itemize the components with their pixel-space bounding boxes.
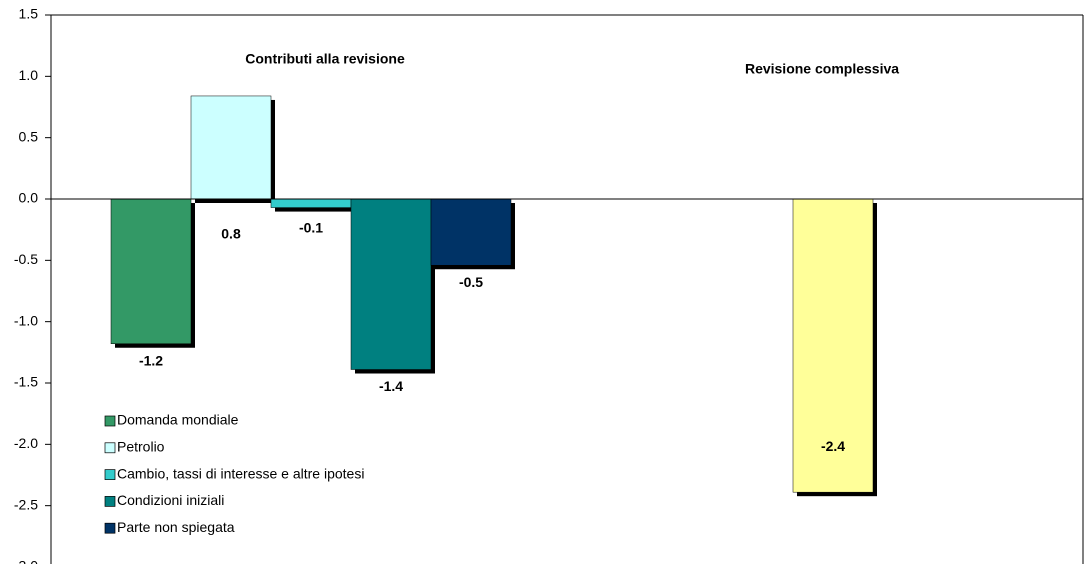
bar [792,198,874,493]
value-label: -0.1 [299,220,323,236]
y-tick-label: 0.0 [19,190,39,206]
y-tick-label: -3.0 [14,558,38,564]
value-label: -2.4 [821,438,845,454]
y-tick-label: -0.5 [14,251,38,267]
legend-label: Cambio, tassi di interesse e altre ipote… [117,465,364,481]
legend-swatch [104,496,116,507]
y-tick-label: 1.5 [19,6,39,22]
y-tick-label: 0.5 [19,128,39,144]
legend-swatch [104,442,116,454]
value-label: -1.2 [139,352,163,368]
legend-swatch [104,469,116,480]
y-tick-label: -1.0 [14,312,38,328]
y-tick-label: -1.5 [14,374,38,390]
value-label: 0.8 [221,226,241,242]
bar [190,95,272,200]
bar [270,198,352,208]
legend-label: Parte non spiegata [117,519,235,535]
y-tick-label: -2.0 [14,435,38,451]
value-label: -1.4 [379,378,403,394]
legend-label: Petrolio [117,439,165,455]
annotation: Contributi alla revisione [245,51,405,67]
bar [350,198,432,370]
bar [430,198,512,266]
value-label: -0.5 [459,274,483,290]
legend-swatch [104,522,116,534]
y-tick-label: 1.0 [19,67,39,83]
bar [110,198,192,344]
legend-label: Condizioni iniziali [117,492,224,508]
annotation: Revisione complessiva [745,61,899,77]
legend-label: Domanda mondiale [117,412,239,428]
y-tick-label: -2.5 [14,496,38,512]
legend-swatch [104,415,116,427]
